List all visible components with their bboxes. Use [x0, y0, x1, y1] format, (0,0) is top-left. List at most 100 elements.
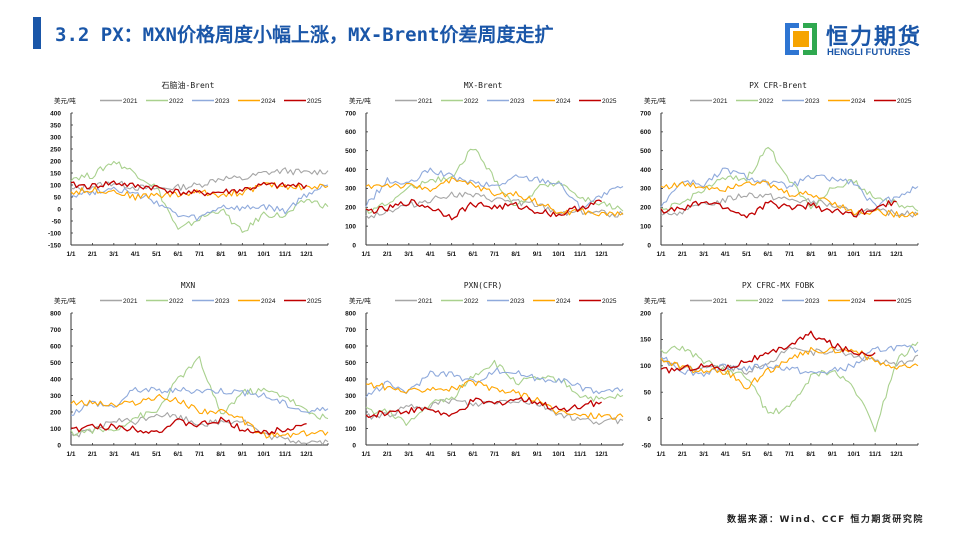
logo-name-en: HENGLI FUTURES: [827, 47, 911, 58]
legend-label: 2022: [169, 298, 184, 305]
legend-item-2025: 2025: [284, 298, 322, 305]
series-line-2025: [365, 396, 602, 419]
x-tick-label: 2/1: [88, 251, 97, 258]
chart-title: PXN(CFR): [464, 281, 503, 290]
legend-label: 2021: [123, 98, 138, 105]
chart-title: PX CFR-Brent: [749, 81, 807, 90]
x-tick-label: 10/1: [847, 451, 860, 458]
x-tick-label: 8/1: [216, 451, 225, 458]
page-title: 3.2 PX：MXN价格周度小幅上涨，MX-Brent价差周度走扩: [55, 24, 554, 46]
y-tick-label: 800: [345, 310, 356, 317]
y-tick-label: 600: [640, 129, 651, 136]
x-tick-label: 7/1: [195, 451, 204, 458]
legend-label: 2022: [759, 98, 774, 105]
unit-label: 美元/吨: [349, 296, 371, 305]
x-tick-label: 7/1: [490, 451, 499, 458]
legend-label: 2024: [851, 298, 866, 305]
legend-item-2022: 2022: [146, 98, 184, 105]
legend-item-2025: 2025: [874, 98, 912, 105]
x-tick-label: 12/1: [300, 451, 313, 458]
chart-title: 石脑油-Brent: [162, 80, 215, 90]
x-tick-label: 6/1: [174, 451, 183, 458]
y-tick-label: 0: [352, 442, 356, 449]
x-tick-label: 10/1: [552, 251, 565, 258]
x-tick-label: 1/1: [656, 251, 665, 258]
x-tick-label: 10/1: [257, 451, 270, 458]
y-tick-label: 0: [352, 242, 356, 249]
legend-item-2023: 2023: [192, 98, 230, 105]
chart-mxn: MXN 美元/吨 2021 2022 2023 2024 2025 800 700 600 500 4…: [40, 278, 335, 468]
legend-label: 2021: [123, 298, 138, 305]
x-tick-label: 3/1: [404, 251, 413, 258]
legend-label: 2021: [713, 298, 728, 305]
legend-item-2022: 2022: [441, 298, 479, 305]
unit-label: 美元/吨: [54, 296, 76, 305]
series-line-2022: [660, 341, 919, 433]
y-tick-label: 600: [50, 343, 61, 350]
x-tick-label: 5/1: [742, 251, 751, 258]
legend-label: 2025: [307, 298, 322, 305]
x-tick-label: 1/1: [361, 451, 370, 458]
series-line-2022: [70, 355, 329, 436]
legend-item-2021: 2021: [690, 298, 728, 305]
y-tick-label: 400: [50, 376, 61, 383]
y-tick-label: 0: [57, 442, 61, 449]
x-tick-label: 9/1: [828, 251, 837, 258]
x-tick-label: 3/1: [109, 451, 118, 458]
unit-label: 美元/吨: [644, 296, 666, 305]
series-line-2022: [70, 160, 329, 233]
legend-item-2023: 2023: [192, 298, 230, 305]
y-tick-label: 300: [50, 134, 61, 141]
x-tick-label: 12/1: [300, 251, 313, 258]
unit-label: 美元/吨: [644, 96, 666, 105]
x-tick-label: 1/1: [66, 251, 75, 258]
x-tick-label: 8/1: [511, 251, 520, 258]
x-tick-label: 4/1: [426, 451, 435, 458]
x-tick-label: 11/1: [574, 251, 587, 258]
y-tick-label: 200: [640, 205, 651, 212]
x-tick-label: 3/1: [404, 451, 413, 458]
legend-label: 2023: [805, 98, 820, 105]
logo-mark-icon: [785, 23, 817, 55]
series-line-2025: [71, 416, 307, 436]
y-tick-label: 300: [640, 186, 651, 193]
x-tick-label: 4/1: [131, 251, 140, 258]
legend-item-2021: 2021: [395, 98, 433, 105]
y-tick-label: 250: [50, 146, 61, 153]
legend-label: 2023: [215, 298, 230, 305]
legend-label: 2025: [602, 298, 617, 305]
x-tick-label: 7/1: [785, 451, 794, 458]
series-line-2025: [70, 180, 308, 197]
legend-item-2021: 2021: [100, 298, 138, 305]
logo-name-cn: 恒力期货: [826, 25, 923, 50]
x-tick-label: 6/1: [469, 251, 478, 258]
y-tick-label: 100: [640, 223, 651, 230]
y-tick-label: 50: [54, 194, 62, 201]
series-line-2022: [365, 148, 624, 214]
x-tick-label: 1/1: [66, 451, 75, 458]
series-line-2025: [660, 200, 897, 219]
series-line-2021: [70, 412, 329, 446]
x-tick-label: 2/1: [88, 451, 97, 458]
y-tick-label: 150: [50, 170, 61, 177]
y-tick-label: 700: [345, 327, 356, 334]
y-tick-label: 100: [345, 426, 356, 433]
data-source-note: 数据来源：Wind、CCF 恒力期货研究院: [727, 515, 924, 525]
series-line-2021: [660, 346, 919, 375]
legend-label: 2022: [464, 298, 479, 305]
x-tick-label: 12/1: [890, 451, 903, 458]
legend-label: 2021: [418, 298, 433, 305]
legend-label: 2024: [851, 98, 866, 105]
y-tick-label: -100: [48, 230, 61, 237]
x-tick-label: 6/1: [174, 251, 183, 258]
x-tick-label: 11/1: [869, 251, 882, 258]
legend-label: 2025: [897, 298, 912, 305]
x-tick-label: 3/1: [109, 251, 118, 258]
legend-label: 2022: [759, 298, 774, 305]
x-tick-label: 8/1: [511, 451, 520, 458]
y-tick-label: 200: [50, 158, 61, 165]
x-tick-label: 5/1: [152, 251, 161, 258]
series-line-2023: [660, 344, 919, 377]
y-tick-label: -50: [52, 218, 62, 225]
y-tick-label: 300: [345, 393, 356, 400]
